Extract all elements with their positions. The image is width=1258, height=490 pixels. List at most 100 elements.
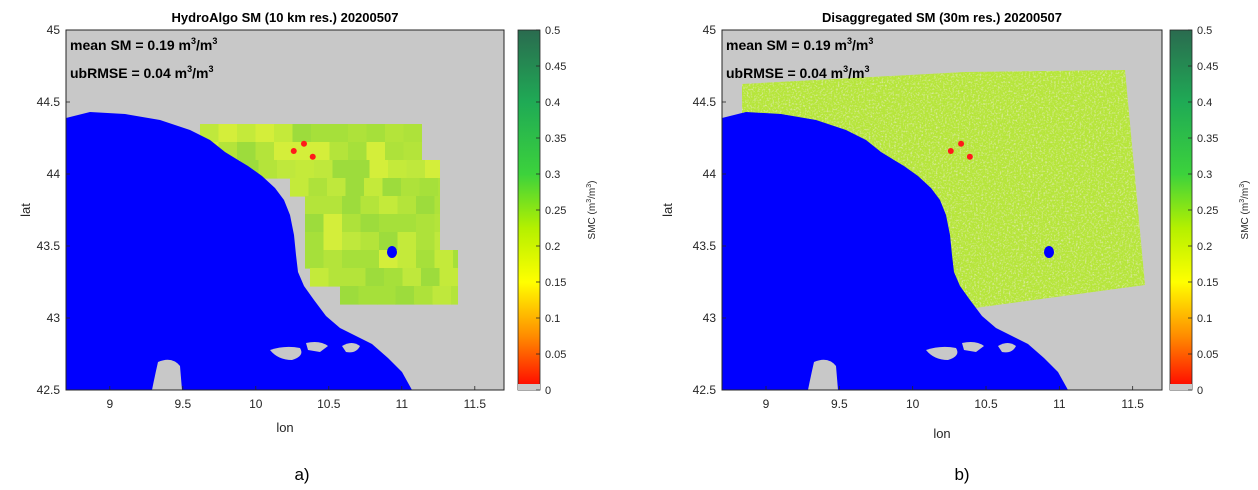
colorbar: 0 0.05 0.1 0.15 0.2 0.25 0.3 0.35 0.4 0.45 0.5 SMC…: [517, 25, 598, 397]
grid-cell: [255, 142, 275, 161]
grid-cell: [365, 268, 385, 287]
colorbar-nodata: [1170, 384, 1192, 390]
grid-cell: [401, 178, 421, 197]
grid-cell: [292, 124, 312, 143]
colorbar-tick-label: 0.5: [1197, 25, 1212, 37]
grid-cell: [305, 214, 325, 233]
grid-cell: [416, 232, 436, 251]
grid-cell: [327, 178, 347, 197]
island: [342, 343, 360, 353]
y-tick-label: 44: [47, 167, 61, 181]
grid-cell: [395, 286, 415, 305]
ubrmse-annotation: ubRMSE = 0.04 m3/m3: [70, 64, 213, 81]
grid-cell: [342, 214, 362, 233]
grid-cell: [397, 250, 417, 269]
station-point: [309, 153, 316, 160]
mean-sm-annotation: mean SM = 0.19 m3/m3: [70, 36, 217, 53]
grid-cell: [416, 196, 436, 215]
x-tick-label: 9.5: [174, 397, 191, 411]
sea: [66, 112, 412, 390]
y-tick-label: 44.5: [693, 95, 717, 109]
colorbar-tick-label: 0: [545, 385, 551, 397]
x-tick-label: 10: [906, 397, 920, 411]
grid-cell: [311, 124, 331, 143]
colorbar-tick-label: 0.25: [545, 205, 566, 217]
grid-cell: [421, 268, 441, 287]
colorbar-ticks: 0 0.05 0.1 0.15 0.2 0.25 0.3 0.35 0.4 0.45 0.5: [1188, 25, 1218, 397]
grid-cell: [360, 232, 380, 251]
grid-cell: [351, 160, 371, 179]
y-tick-label: 44: [703, 167, 717, 181]
y-tick-label: 43.5: [693, 239, 717, 253]
x-ticks: 9 9.5 10 10.5 11 11.5: [763, 386, 1144, 411]
grid-cell: [332, 160, 352, 179]
grid-cell: [348, 124, 368, 143]
grid-cell: [385, 124, 405, 143]
grid-cell: [258, 160, 278, 179]
sea: [722, 112, 1068, 390]
grid-cell: [397, 196, 417, 215]
colorbar-ticks: 0 0.05 0.1 0.15 0.2 0.25 0.3 0.35 0.4 0.45 0.5: [536, 25, 566, 397]
grid-cell: [416, 214, 436, 233]
axes-frame: [721, 29, 1163, 391]
grid-cell: [314, 160, 334, 179]
grid-cell: [432, 286, 452, 305]
grid-cell: [305, 196, 325, 215]
station-point: [966, 153, 973, 160]
colorbar-tick-label: 0.5: [545, 25, 560, 37]
grid-cell: [377, 286, 397, 305]
grid-cell: [342, 232, 362, 251]
grid-cell: [453, 250, 458, 269]
colorbar-tick-label: 0.25: [1197, 205, 1218, 217]
y-tick-label: 44.5: [37, 95, 61, 109]
grid-cell: [342, 196, 362, 215]
x-tick-label: 11.5: [464, 397, 487, 411]
colorbar-tick-label: 0.3: [545, 169, 560, 181]
grid-cell: [340, 286, 360, 305]
grid-cell: [323, 196, 343, 215]
grid-cell: [434, 250, 454, 269]
x-axis-label: lon: [276, 420, 293, 435]
grid-cell: [277, 160, 297, 179]
station-point: [290, 147, 297, 154]
grid-cell: [406, 160, 426, 179]
grid-cell: [358, 286, 378, 305]
colorbar-tick-label: 0.05: [1197, 349, 1218, 361]
grid-cell: [255, 124, 275, 143]
colorbar-label: SMC (m3/m3): [1239, 181, 1251, 240]
soil-moisture-grid: [200, 124, 458, 305]
island: [306, 342, 328, 352]
colorbar-tick-label: 0: [1197, 385, 1203, 397]
grid-cell: [434, 196, 440, 215]
y-axis-label: lat: [660, 203, 675, 217]
x-tick-label: 9: [106, 397, 113, 411]
grid-cell: [397, 232, 417, 251]
chart-title: HydroAlgo SM (10 km res.) 20200507: [172, 10, 399, 25]
station-point: [947, 147, 954, 154]
grid-cell: [364, 178, 384, 197]
grid-cell: [328, 268, 348, 287]
colorbar-tick-label: 0.1: [1197, 313, 1212, 325]
panel-caption: b): [954, 465, 969, 484]
colorbar-tick-label: 0.4: [545, 97, 560, 109]
grid-cell: [416, 250, 436, 269]
y-tick-label: 45: [47, 23, 61, 37]
x-tick-label: 11.5: [1121, 397, 1144, 411]
mean-sm-annotation: mean SM = 0.19 m3/m3: [726, 36, 873, 53]
lake: [387, 246, 397, 258]
grid-cell: [274, 142, 294, 161]
grid-cell: [292, 142, 312, 161]
x-tick-label: 10.5: [317, 397, 341, 411]
x-tick-label: 9.5: [831, 397, 848, 411]
colorbar-tick-label: 0.45: [1197, 61, 1218, 73]
grid-cell: [439, 268, 458, 287]
x-tick-label: 9: [763, 397, 770, 411]
colorbar-tick-label: 0.35: [1197, 133, 1218, 145]
grid-cell: [342, 250, 362, 269]
grid-cell: [425, 160, 440, 179]
grid-cell: [360, 250, 380, 269]
x-tick-label: 11: [1053, 397, 1066, 411]
grid-cell: [348, 142, 368, 161]
y-tick-label: 42.5: [37, 383, 61, 397]
colorbar-tick-label: 0.45: [545, 61, 566, 73]
